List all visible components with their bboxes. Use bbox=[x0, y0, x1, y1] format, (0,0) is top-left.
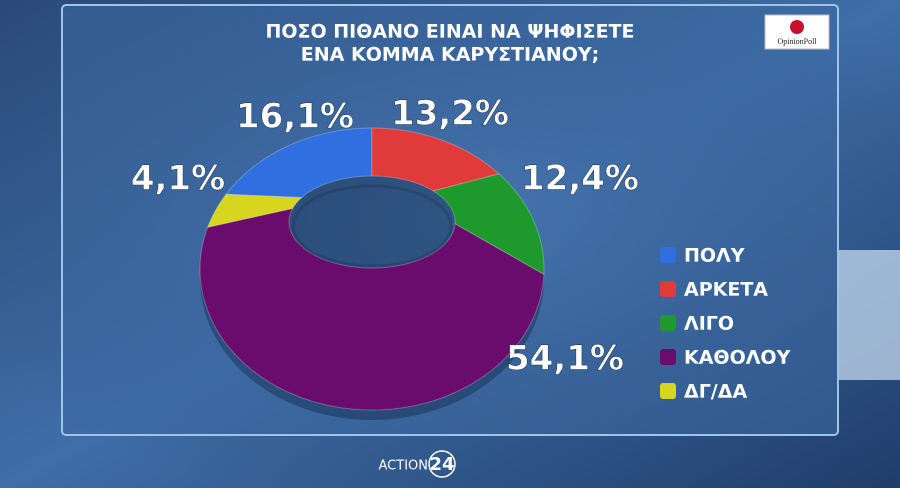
channel-ring bbox=[428, 450, 456, 478]
legend-swatch bbox=[660, 281, 676, 297]
data-label: 54,1% bbox=[506, 339, 624, 379]
legend-label: ΠΟΛΥ bbox=[684, 245, 745, 267]
data-label: 4,1% bbox=[131, 159, 225, 199]
donut-hole-shade bbox=[291, 184, 453, 268]
chart-title: ΠΟΣΟ ΠΙΘΑΝΟ ΕΙΝΑΙ ΝΑ ΨΗΦΙΣΕΤΕ bbox=[265, 21, 634, 43]
chart-title: ΕΝΑ ΚΟΜΜΑ ΚΑΡΥΣΤΙΑΝΟΥ; bbox=[301, 44, 599, 66]
source-logo: OpinionPoll bbox=[777, 37, 817, 46]
legend-swatch bbox=[660, 349, 676, 365]
legend-swatch bbox=[660, 315, 676, 331]
donut-segment bbox=[206, 193, 303, 228]
background-shape bbox=[838, 250, 900, 380]
legend-label: ΚΑΘΟΛΟΥ bbox=[684, 347, 791, 369]
legend-swatch bbox=[660, 247, 676, 263]
channel-number: 24 bbox=[429, 454, 454, 475]
legend-label: ΛΙΓΟ bbox=[684, 313, 734, 335]
channel-name: ACTION bbox=[379, 459, 428, 474]
legend-label: ΔΓ/ΔΑ bbox=[684, 381, 747, 403]
source-logo-icon bbox=[790, 20, 804, 34]
data-label: 16,1% bbox=[236, 97, 354, 137]
legend-label: ΑΡΚΕΤΑ bbox=[684, 279, 768, 301]
data-label: 12,4% bbox=[521, 159, 639, 199]
legend-swatch bbox=[660, 383, 676, 399]
data-label: 13,2% bbox=[391, 94, 509, 134]
